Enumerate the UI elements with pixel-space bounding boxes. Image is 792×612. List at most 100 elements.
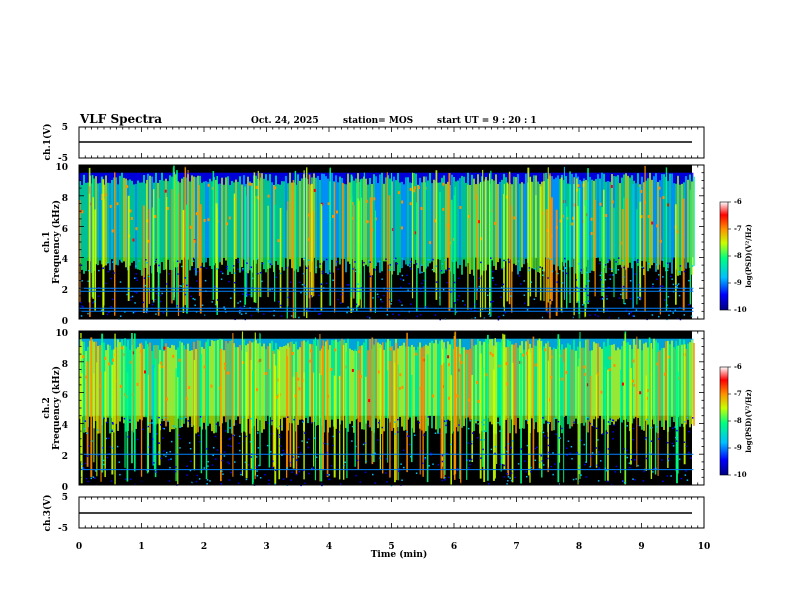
ch1-spec-hotspot [401, 200, 404, 204]
ch2-spec-speckle [655, 467, 657, 470]
ch2-spec-hotspot [351, 368, 354, 372]
ch1-spec-speckle [148, 275, 150, 278]
ch2-spec-speckle [82, 467, 85, 469]
ch2-spec-speckle [520, 448, 523, 450]
ch2-spec-column [239, 344, 241, 424]
ch1-spec-column [147, 173, 149, 275]
ch2-spec-speckle [209, 480, 211, 482]
ch1-spec-speckle [240, 313, 243, 315]
ch1-spec-column [575, 173, 577, 274]
ch1-spec-speckle [180, 285, 183, 287]
ch2-spec-hotspot [210, 384, 213, 388]
ch1-spec-speckle [508, 261, 510, 263]
ch2-spec-hotspot [255, 388, 258, 392]
ch1-spec-column [327, 178, 329, 275]
ch2-spec-speckle [552, 452, 554, 454]
ch1-spec-speckle [348, 284, 350, 286]
ch1-spec-speckle [363, 261, 365, 264]
ch2-spec-hotspot [399, 373, 402, 377]
ch2-spec-speckle [680, 477, 683, 480]
ch2-spec-speckle [323, 442, 326, 445]
ch2-spec-speckle [686, 416, 689, 419]
ch2-spec-speckle [242, 416, 245, 419]
ch2-spec-speckle [365, 460, 367, 463]
ch1-spec-speckle [500, 296, 503, 298]
ch2-spec-hotspot [632, 359, 635, 363]
ch1-spec-column [383, 183, 385, 262]
ch2-spec-speckle [230, 445, 232, 447]
ch2-spec-hotspot [277, 378, 280, 382]
ch2-spec-speckle [542, 417, 544, 419]
ch1-spec-speckle [415, 263, 418, 265]
ch1-spec-speckle [599, 274, 602, 277]
ch2-spec-speckle [287, 416, 289, 418]
ch1-spec-column [81, 184, 83, 270]
ch1-spec-speckle [389, 298, 391, 301]
ch2-spec-speckle [656, 426, 658, 428]
ch1-spec-column [415, 173, 417, 260]
ch2-spec-column [393, 350, 395, 428]
ch2-spec-speckle [198, 478, 201, 480]
ch2-spectrogram-panel: 10 8 6 4 2 0 ch.2 Frequency (kHz) [42, 329, 705, 493]
ch1-spec-column [229, 184, 231, 272]
ch1-spec-speckle [280, 304, 282, 307]
ch2-spec-column [481, 344, 483, 432]
ch1-spec-speckle [369, 261, 371, 263]
ch1-spec-column [517, 174, 519, 275]
ch2-spec-speckle [195, 480, 198, 483]
ch2-spec-speckle [238, 442, 241, 445]
ch1-spec-column [373, 174, 375, 269]
ch1-spec-column [141, 182, 143, 276]
ch1-spec-column [393, 176, 395, 272]
ch1-spec-column [473, 178, 475, 276]
ch2-spec-column [353, 350, 355, 433]
ch2-spec-speckle [506, 450, 508, 453]
ch2-spec-column [637, 348, 639, 418]
ch2-spec-hotspot [489, 351, 492, 355]
ch2-spec-speckle [511, 440, 514, 442]
ch2-spec-speckle [340, 483, 342, 485]
ch2-spec-speckle [642, 480, 645, 482]
ch1-spec-hotspot [409, 187, 412, 191]
ch2-spec-column [565, 347, 567, 416]
ch2-spec-speckle [400, 463, 402, 465]
ch2-spec-speckle [653, 467, 655, 470]
ch1-spec-column [671, 173, 673, 274]
ch1-spec-speckle [374, 269, 376, 271]
ch1-spec-column [113, 177, 115, 271]
ch2-spec-speckle [338, 431, 340, 433]
ch2-spec-column [305, 341, 307, 418]
ch1-spec-speckle [193, 268, 196, 270]
ch1-spec-speckle [503, 259, 505, 262]
x-tick-label: 9 [638, 542, 644, 552]
ch2-spec-column [117, 339, 119, 431]
ch1-spec-speckle [672, 258, 675, 260]
ch1-spec-hotspot [207, 183, 210, 187]
ch2-spec-hotspot [178, 358, 181, 362]
ch1-spec-speckle [159, 300, 162, 303]
ch2-spec-speckle [601, 433, 604, 435]
ch2-spec-column [643, 343, 645, 431]
ch2-spec-speckle [434, 432, 437, 434]
ch2-spec-column [603, 341, 605, 420]
ch2-spec-speckle [221, 459, 223, 462]
ch2-spec-speckle [158, 416, 160, 419]
ch1-spec-speckle [305, 308, 308, 311]
ch1-spec-hotspot [366, 220, 369, 224]
ch1-spec-speckle [221, 272, 224, 275]
ch2-colorbar-gradient [719, 366, 729, 476]
ch2-spec-column [485, 339, 487, 433]
ch2-spec-column [575, 350, 577, 419]
ch2-spec-column [97, 346, 99, 434]
ch2-spec-hotspot [663, 372, 666, 376]
ch1-spec-speckle [134, 277, 136, 279]
ch1-spec-hotspot [226, 222, 229, 226]
ch2-spec-speckle [555, 433, 557, 435]
ch2-spec-column [685, 348, 687, 425]
ch1-spec-column [337, 182, 339, 258]
ch2-spec-speckle [666, 475, 669, 477]
ch2-spec-hotspot [401, 386, 404, 390]
ch1-spec-speckle [599, 262, 601, 265]
ch1-spec-speckle [320, 283, 323, 286]
ch2-spec-speckle [480, 439, 482, 441]
